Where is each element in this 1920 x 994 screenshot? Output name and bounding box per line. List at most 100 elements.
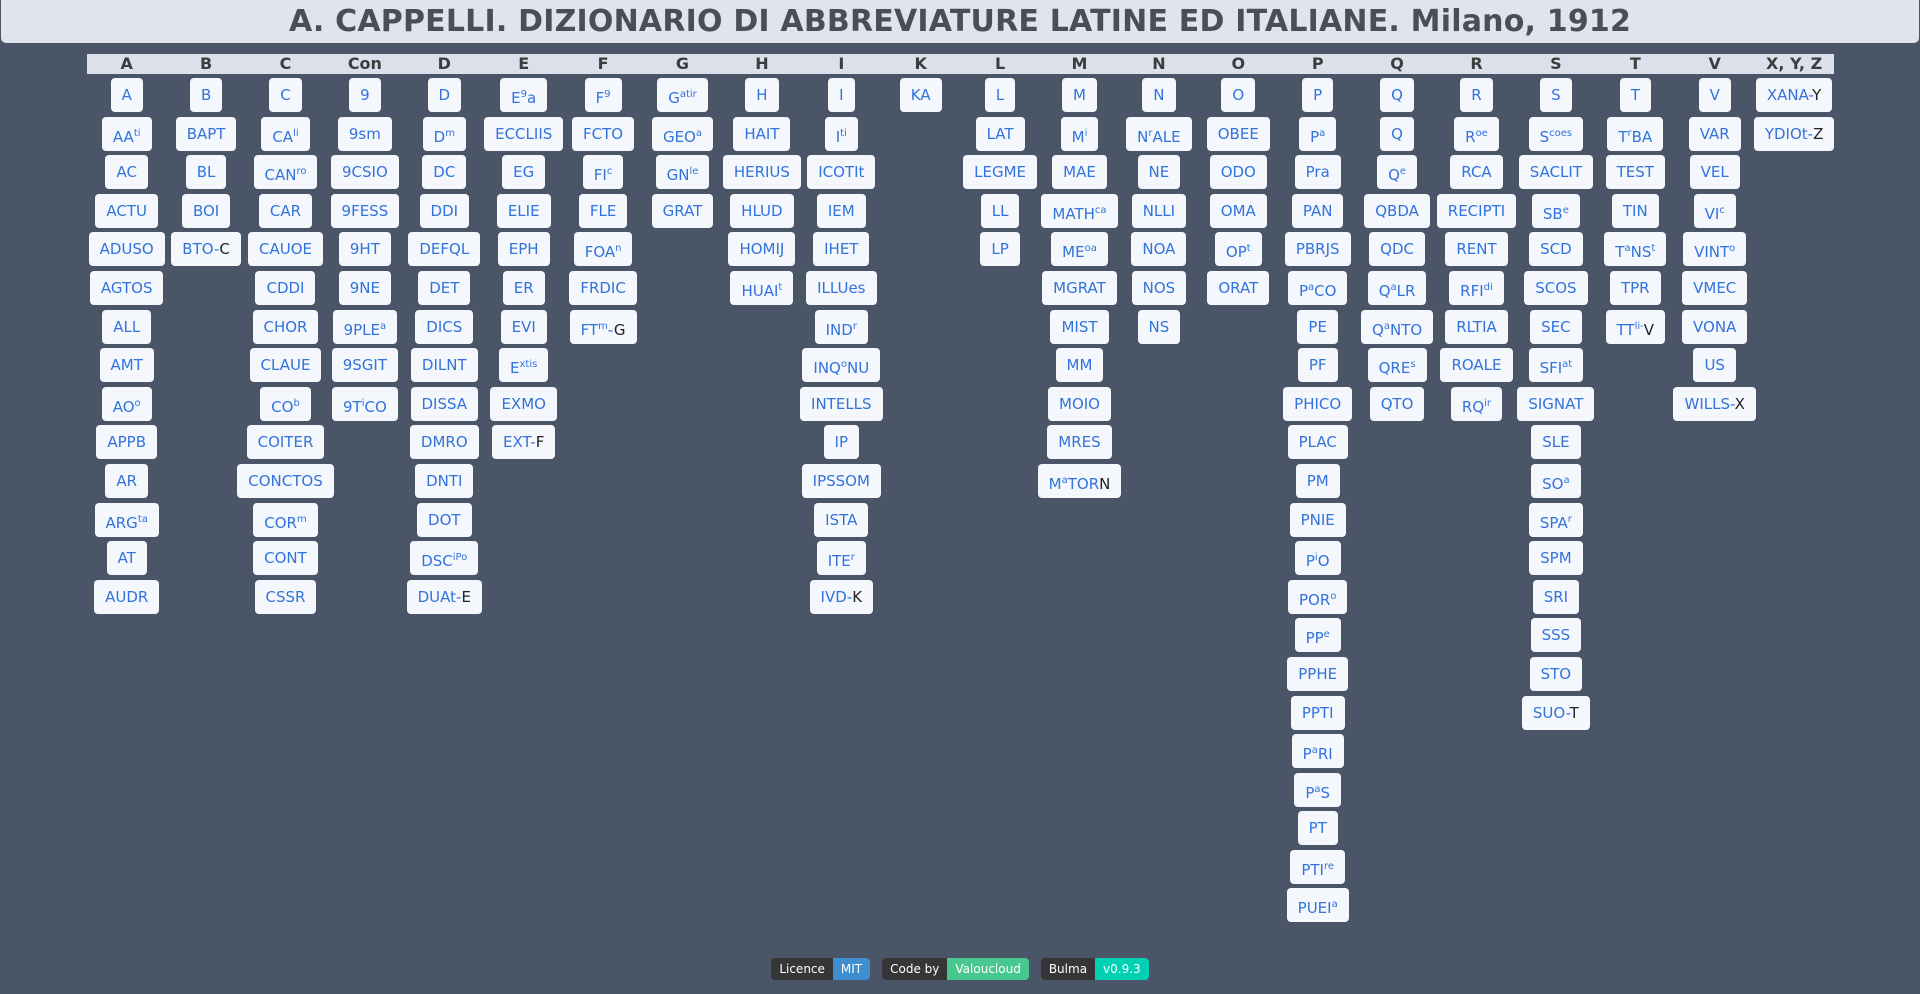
- abbreviation-button[interactable]: Qe: [1377, 155, 1418, 190]
- abbreviation-button[interactable]: FIc: [582, 155, 624, 190]
- abbreviation-button[interactable]: OPt: [1214, 232, 1262, 267]
- abbreviation-button[interactable]: MaTORN: [1037, 463, 1122, 498]
- abbreviation-button[interactable]: SPM: [1529, 541, 1583, 576]
- abbreviation-button[interactable]: AC: [105, 155, 148, 190]
- abbreviation-button[interactable]: 9: [349, 78, 381, 112]
- abbreviation-button[interactable]: DEFQL: [408, 232, 481, 267]
- abbreviation-button[interactable]: Gatir: [657, 78, 708, 112]
- abbreviation-button[interactable]: HOMIJ: [728, 232, 796, 267]
- abbreviation-button[interactable]: DILNT: [410, 348, 478, 383]
- abbreviation-button[interactable]: Q: [1380, 78, 1414, 112]
- abbreviation-button[interactable]: 9CSIO: [330, 155, 399, 190]
- abbreviation-button[interactable]: ELIE: [496, 193, 551, 228]
- abbreviation-button[interactable]: BAPT: [175, 116, 237, 151]
- abbreviation-button[interactable]: SOa: [1531, 463, 1581, 498]
- abbreviation-button[interactable]: INDr: [814, 309, 868, 344]
- abbreviation-button[interactable]: RQir: [1450, 386, 1503, 421]
- abbreviation-button[interactable]: RECIPTI: [1436, 193, 1517, 228]
- abbreviation-button[interactable]: EG: [502, 155, 546, 190]
- abbreviation-button[interactable]: EVI: [500, 309, 547, 344]
- abbreviation-button[interactable]: MATHca: [1041, 193, 1118, 228]
- abbreviation-button[interactable]: MRES: [1047, 425, 1112, 460]
- abbreviation-button[interactable]: NLLI: [1131, 193, 1187, 228]
- abbreviation-button[interactable]: LEGME: [963, 155, 1038, 190]
- abbreviation-button[interactable]: QaLR: [1367, 270, 1427, 305]
- abbreviation-button[interactable]: TaNSt: [1604, 232, 1667, 267]
- abbreviation-button[interactable]: NS: [1137, 309, 1181, 344]
- abbreviation-button[interactable]: LL: [980, 193, 1020, 228]
- abbreviation-button[interactable]: RENT: [1445, 232, 1508, 267]
- abbreviation-button[interactable]: CAUOE: [247, 232, 323, 267]
- abbreviation-button[interactable]: C: [269, 78, 302, 112]
- abbreviation-button[interactable]: DISSA: [410, 386, 479, 421]
- abbreviation-button[interactable]: SFIat: [1528, 348, 1584, 383]
- footer-badge[interactable]: Bulma v0.9.3: [1040, 958, 1149, 980]
- abbreviation-button[interactable]: PORo: [1287, 579, 1348, 614]
- abbreviation-button[interactable]: CORm: [253, 502, 318, 537]
- abbreviation-button[interactable]: RCA: [1450, 155, 1503, 190]
- abbreviation-button[interactable]: FTm-G: [569, 309, 637, 344]
- abbreviation-button[interactable]: PiO: [1294, 541, 1341, 576]
- abbreviation-button[interactable]: AUDR: [94, 579, 160, 614]
- abbreviation-button[interactable]: QDC: [1369, 232, 1425, 267]
- abbreviation-button[interactable]: FOAn: [573, 232, 633, 267]
- abbreviation-button[interactable]: ROALE: [1440, 348, 1513, 383]
- abbreviation-button[interactable]: PLAC: [1287, 425, 1348, 460]
- abbreviation-button[interactable]: PPTI: [1290, 695, 1345, 730]
- abbreviation-button[interactable]: FRDIC: [569, 270, 637, 305]
- abbreviation-button[interactable]: CSSR: [254, 579, 317, 614]
- abbreviation-button[interactable]: CAR: [258, 193, 313, 228]
- abbreviation-button[interactable]: SRI: [1532, 579, 1580, 614]
- abbreviation-button[interactable]: E9a: [500, 78, 548, 112]
- abbreviation-button[interactable]: ORAT: [1207, 270, 1270, 305]
- abbreviation-button[interactable]: IPSSOM: [801, 463, 881, 498]
- abbreviation-button[interactable]: A: [110, 78, 143, 112]
- abbreviation-button[interactable]: SSS: [1530, 618, 1582, 653]
- abbreviation-button[interactable]: DDI: [419, 193, 470, 228]
- abbreviation-button[interactable]: 9PLEa: [332, 309, 398, 344]
- abbreviation-button[interactable]: 9TiCO: [331, 386, 398, 421]
- abbreviation-button[interactable]: TEST: [1605, 155, 1665, 190]
- abbreviation-button[interactable]: BOI: [181, 193, 231, 228]
- abbreviation-button[interactable]: DNTI: [415, 463, 474, 498]
- abbreviation-button[interactable]: PHICO: [1283, 386, 1353, 421]
- abbreviation-button[interactable]: CONT: [253, 541, 318, 576]
- abbreviation-button[interactable]: VMEC: [1682, 270, 1748, 305]
- abbreviation-button[interactable]: QBDA: [1364, 193, 1430, 228]
- abbreviation-button[interactable]: SBe: [1531, 193, 1580, 228]
- abbreviation-button[interactable]: SACLIT: [1518, 155, 1593, 190]
- abbreviation-button[interactable]: O: [1221, 78, 1256, 112]
- abbreviation-button[interactable]: TIN: [1611, 193, 1659, 228]
- abbreviation-button[interactable]: CAli: [261, 116, 310, 151]
- abbreviation-button[interactable]: F9: [584, 78, 622, 112]
- abbreviation-button[interactable]: SLE: [1531, 425, 1581, 460]
- abbreviation-button[interactable]: PBRJS: [1284, 232, 1351, 267]
- abbreviation-button[interactable]: OMA: [1209, 193, 1267, 228]
- abbreviation-button[interactable]: LP: [980, 232, 1020, 267]
- abbreviation-button[interactable]: D: [427, 78, 462, 112]
- abbreviation-button[interactable]: INTELLS: [800, 386, 883, 421]
- abbreviation-button[interactable]: DET: [418, 270, 471, 305]
- abbreviation-button[interactable]: VIc: [1693, 193, 1736, 228]
- abbreviation-button[interactable]: GNle: [655, 155, 710, 190]
- abbreviation-button[interactable]: GEOa: [651, 116, 714, 151]
- abbreviation-button[interactable]: MOIO: [1048, 386, 1111, 421]
- abbreviation-button[interactable]: HAIT: [733, 116, 791, 151]
- abbreviation-button[interactable]: TrBA: [1607, 116, 1664, 151]
- abbreviation-button[interactable]: CDDI: [255, 270, 316, 305]
- abbreviation-button[interactable]: DMRO: [409, 425, 479, 460]
- abbreviation-button[interactable]: EXMO: [490, 386, 557, 421]
- abbreviation-button[interactable]: VAR: [1688, 116, 1741, 151]
- abbreviation-button[interactable]: FCTO: [572, 116, 635, 151]
- abbreviation-button[interactable]: CLAUE: [249, 348, 322, 383]
- abbreviation-button[interactable]: SEC: [1530, 309, 1582, 344]
- abbreviation-button[interactable]: N: [1142, 78, 1176, 112]
- footer-badge[interactable]: Code by Valoucloud: [882, 958, 1029, 980]
- abbreviation-button[interactable]: DOT: [417, 502, 472, 537]
- abbreviation-button[interactable]: BL: [185, 155, 227, 190]
- abbreviation-button[interactable]: APPB: [96, 425, 158, 460]
- abbreviation-button[interactable]: MM: [1055, 348, 1104, 383]
- abbreviation-button[interactable]: DSCiPo: [410, 541, 479, 576]
- abbreviation-button[interactable]: SCD: [1529, 232, 1583, 267]
- abbreviation-button[interactable]: Scoes: [1528, 116, 1584, 151]
